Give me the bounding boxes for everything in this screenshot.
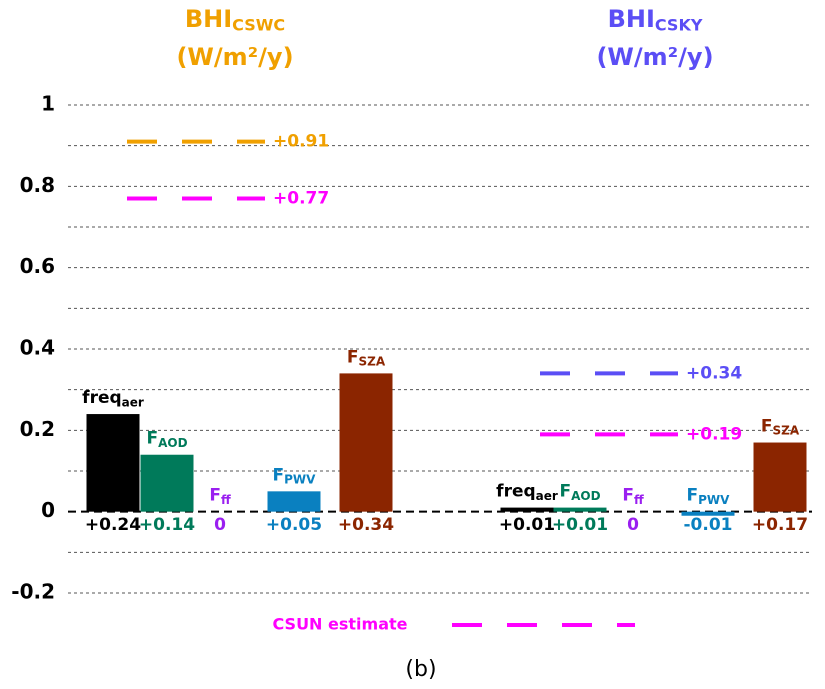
category-label: FAOD xyxy=(146,429,187,450)
bar xyxy=(86,414,140,512)
category-label-main: F xyxy=(559,482,571,502)
category-label-sub: ff xyxy=(634,492,644,506)
category-label: freqaer xyxy=(82,388,144,409)
value-label: 0 xyxy=(627,515,639,535)
reference-label: +0.34 xyxy=(686,363,742,383)
category-label-sub: aer xyxy=(536,488,558,502)
caption: (b) xyxy=(405,657,436,682)
y-tick-label: -0.2 xyxy=(11,580,55,604)
group-title-sub: CSWC xyxy=(232,15,285,34)
category-label-main: freq xyxy=(496,482,535,502)
y-tick-label: 0 xyxy=(41,498,55,522)
bar xyxy=(553,507,607,512)
value-label: +0.01 xyxy=(499,515,555,535)
group-title: BHICSWC xyxy=(185,5,285,34)
bar xyxy=(681,511,735,516)
category-label-sub: SZA xyxy=(772,423,799,437)
group-title-main: BHI xyxy=(608,5,655,33)
category-label-main: freq xyxy=(82,388,121,408)
reference-label: +0.19 xyxy=(686,424,742,444)
category-label: freqaer xyxy=(496,482,558,503)
y-tick-label: 0.2 xyxy=(20,417,55,441)
bar xyxy=(753,442,807,512)
reference-label: +0.77 xyxy=(273,189,329,209)
category-label-sub: SZA xyxy=(358,354,385,368)
value-label: +0.14 xyxy=(139,515,195,535)
value-label: +0.17 xyxy=(752,515,808,535)
group-unit: (W/m²/y) xyxy=(596,43,713,71)
category-label-main: F xyxy=(209,486,221,506)
value-label: +0.24 xyxy=(85,515,141,535)
legend-label: CSUN estimate xyxy=(273,615,408,634)
group-title-sub: CSKY xyxy=(655,15,703,34)
category-label: Fff xyxy=(209,486,231,507)
category-label: FSZA xyxy=(347,347,386,368)
value-label: +0.34 xyxy=(338,515,394,535)
category-label: FPWV xyxy=(687,486,731,507)
bar xyxy=(339,373,393,512)
category-label-sub: AOD xyxy=(571,488,600,502)
category-label-sub: AOD xyxy=(158,435,187,449)
category-label-sub: aer xyxy=(122,395,144,409)
category-label-main: F xyxy=(687,486,699,506)
y-tick-label: 0.8 xyxy=(20,173,55,197)
category-label: FSZA xyxy=(761,417,800,438)
group-title-main: BHI xyxy=(185,5,232,33)
y-tick-label: 0.6 xyxy=(20,254,55,278)
category-label-sub: PWV xyxy=(284,472,316,486)
group-title: BHICSKY xyxy=(608,5,703,34)
y-tick-label: 0.4 xyxy=(20,336,55,360)
bar xyxy=(500,507,554,512)
category-label: FAOD xyxy=(559,482,600,503)
reference-label: +0.91 xyxy=(273,132,329,152)
category-label: FPWV xyxy=(273,465,317,486)
category-label-sub: ff xyxy=(221,492,231,506)
category-label-main: F xyxy=(761,417,773,437)
group-unit: (W/m²/y) xyxy=(176,43,293,71)
value-label: +0.01 xyxy=(552,515,608,535)
y-tick-label: 1 xyxy=(41,92,55,116)
category-label-main: F xyxy=(146,429,158,449)
category-label-main: F xyxy=(273,465,285,485)
value-label: +0.05 xyxy=(266,515,322,535)
category-label-main: F xyxy=(622,486,634,506)
category-label-main: F xyxy=(347,347,359,367)
bar xyxy=(267,491,321,512)
category-label: Fff xyxy=(622,486,644,507)
value-label: 0 xyxy=(214,515,226,535)
bar xyxy=(140,454,194,512)
value-label: -0.01 xyxy=(684,515,733,535)
category-label-sub: PWV xyxy=(698,492,730,506)
